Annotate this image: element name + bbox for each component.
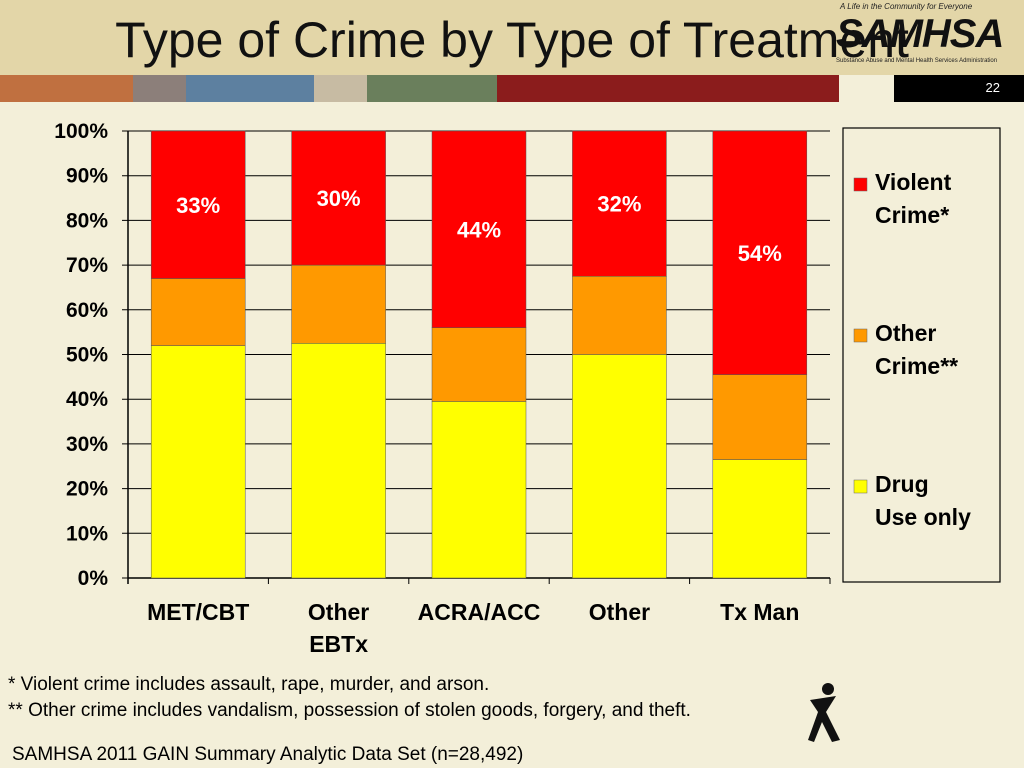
bar-segment [150, 278, 246, 346]
legend-swatch [853, 479, 868, 494]
footnote-violent: * Violent crime includes assault, rape, … [8, 674, 490, 695]
color-band-segment [133, 75, 186, 102]
bar-segment [712, 130, 808, 375]
color-band [0, 75, 1024, 102]
footnote-other: ** Other crime includes vandalism, posse… [8, 700, 691, 721]
legend-label: Crime* [875, 202, 949, 228]
data-label: 54% [738, 241, 782, 266]
y-tick-label: 20% [66, 478, 108, 501]
x-category-label: MET/CBT [147, 599, 249, 625]
footnotes: * Violent crime includes assault, rape, … [8, 672, 798, 724]
person-figure-icon [808, 683, 840, 742]
legend-label: Other [875, 320, 936, 346]
bar-segment [572, 130, 667, 277]
stacked-bar-chart: 0% 10% 20% 30% 40% 50% 60% 70% 80% 90% 100% 33% MET/… [54, 120, 1001, 657]
x-category-label: ACRA/ACC [418, 599, 541, 625]
y-tick-label: 30% [66, 433, 108, 456]
y-tick-label: 90% [66, 165, 108, 188]
y-tick-label: 60% [66, 299, 108, 322]
bar-segment [712, 374, 808, 460]
y-tick-label: 50% [66, 344, 108, 367]
bar-segment [291, 130, 386, 266]
bar-segment [431, 401, 527, 579]
data-label: 32% [597, 192, 641, 217]
bar-segment [572, 354, 667, 579]
y-tick-label: 10% [66, 522, 108, 545]
logo-subline: Substance Abuse and Mental Health Servic… [836, 58, 998, 64]
y-tick-label: 80% [66, 209, 108, 232]
data-label: 30% [317, 186, 361, 211]
bar-segment [291, 343, 386, 579]
slide-title: Type of Crime by Type of Treatment [115, 12, 909, 68]
data-label: 33% [176, 193, 220, 218]
bar-segment [712, 459, 808, 579]
color-band-segment [0, 75, 133, 102]
x-category-label: Other [308, 599, 369, 625]
legend-label: Use only [875, 504, 971, 530]
legend-box [842, 127, 1001, 583]
legend-label: Drug [875, 471, 929, 497]
data-label: 44% [457, 217, 501, 242]
bar-segment [291, 264, 386, 344]
color-band-segment [186, 75, 314, 102]
bar-segment [431, 130, 527, 328]
y-tick-label: 40% [66, 388, 108, 411]
bar-segment [150, 130, 246, 279]
legend-swatch [853, 328, 868, 343]
y-tick-label: 70% [66, 254, 108, 277]
y-tick-label: 0% [78, 567, 109, 590]
color-band-segment [497, 75, 839, 102]
legend-label: Violent [875, 169, 952, 195]
page-number: 22 [985, 80, 1000, 95]
x-category-label: Tx Man [720, 599, 799, 625]
logo-wordmark: SAMHSA [836, 12, 1004, 56]
title-band [0, 0, 1024, 75]
x-category-label: EBTx [309, 631, 368, 657]
source-citation: SAMHSA 2011 GAIN Summary Analytic Data S… [12, 744, 528, 766]
y-tick-label: 100% [54, 120, 108, 143]
color-band-segment [894, 75, 1024, 102]
bar-segment [431, 327, 527, 402]
bar-segment [572, 276, 667, 355]
logo-tagline: A Life in the Community for Everyone [840, 2, 973, 11]
x-category-label: Other [589, 599, 650, 625]
color-band-segment [839, 75, 894, 102]
bar-segment [150, 345, 246, 579]
color-band-segment [367, 75, 497, 102]
legend-swatch [853, 177, 868, 192]
legend-label: Crime** [875, 353, 958, 379]
color-band-segment [314, 75, 367, 102]
